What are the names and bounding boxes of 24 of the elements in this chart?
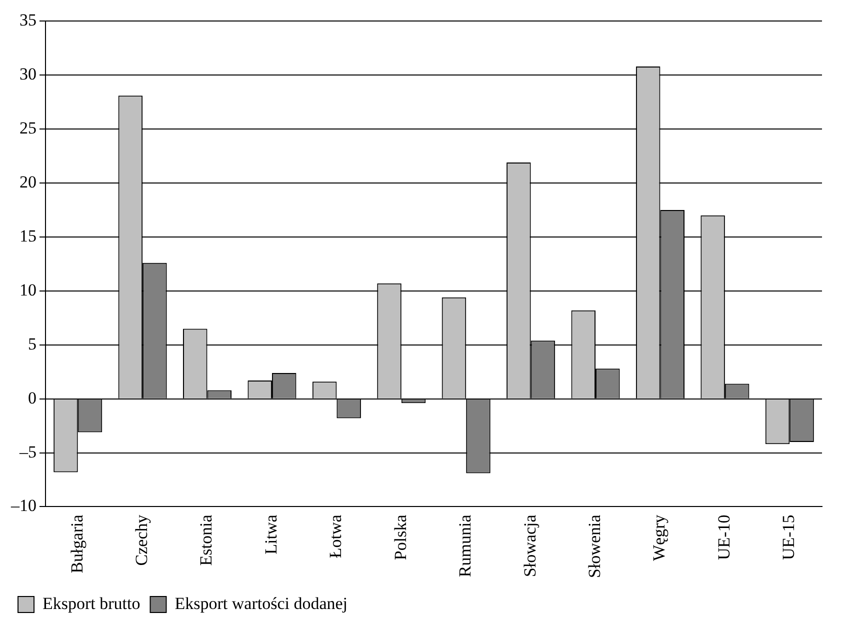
- legend-label: Eksport brutto: [42, 594, 140, 613]
- y-tick-label: 10: [20, 280, 36, 300]
- legend-label: Eksport wartości dodanej: [174, 594, 348, 613]
- y-tick-label: 0: [28, 388, 36, 408]
- y-tick-label: –10: [10, 496, 36, 516]
- x-tick-label: Litwa: [261, 514, 280, 554]
- y-tick-label: 30: [20, 64, 36, 84]
- x-tick-label: UE-10: [714, 514, 734, 560]
- x-tick-label: Rumunia: [456, 514, 475, 578]
- y-tick-label: –5: [18, 442, 36, 462]
- y-tick-label: 20: [20, 172, 36, 192]
- x-tick-label: Polska: [390, 514, 410, 560]
- x-tick-label: Słowenia: [584, 514, 604, 578]
- x-tick-label: Łotwa: [326, 514, 346, 558]
- x-tick-label: Słowacja: [520, 514, 540, 578]
- y-tick-label: 25: [20, 118, 36, 138]
- x-tick-label: Bułgaria: [67, 514, 86, 574]
- y-tick-label: 35: [20, 10, 36, 30]
- x-tick-label: UE-15: [779, 514, 798, 560]
- x-tick-label: Estonia: [196, 514, 216, 566]
- y-tick-label: 15: [20, 226, 36, 246]
- x-tick-label: Węgry: [650, 514, 669, 561]
- y-tick-label: 5: [28, 334, 36, 354]
- x-tick-label: Czechy: [132, 514, 152, 566]
